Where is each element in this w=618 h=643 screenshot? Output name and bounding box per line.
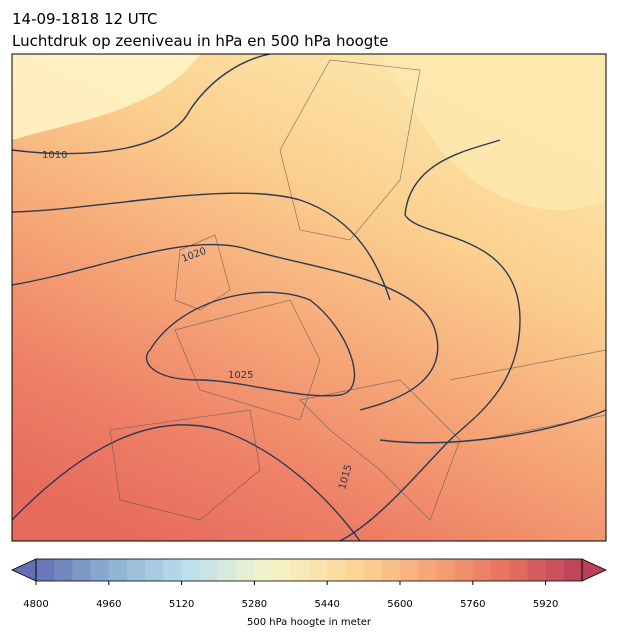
colorbar-band: [363, 559, 383, 581]
title: Luchtdruk op zeeniveau in hPa en 500 hPa…: [12, 32, 388, 50]
colorbar-label: 500 hPa hoogte in meter: [247, 617, 372, 628]
colorbar-band: [254, 559, 274, 581]
colorbar-band: [472, 559, 492, 581]
colorbar-band: [327, 559, 346, 581]
colorbar-band: [509, 559, 528, 581]
colorbar-band: [236, 559, 255, 581]
map: 1010 1020 1025 1015: [12, 54, 606, 541]
colorbar-band: [491, 559, 510, 581]
colorbar: 4800 4960 5120 5280 5440 5600 5760 5920: [11, 558, 607, 610]
colorbar-band: [400, 559, 419, 581]
colorbar-band: [454, 559, 474, 581]
colorbar-band: [381, 559, 401, 581]
colorbar-tick-label: 4960: [96, 599, 121, 610]
map-frame: [11, 53, 607, 542]
colorbar-band: [163, 559, 183, 581]
date: 14-09-1818 12 UTC: [12, 10, 158, 28]
colorbar-tick-label: 5920: [533, 599, 558, 610]
colorbar-band: [36, 559, 55, 581]
colorbar-band: [563, 559, 583, 581]
colorbar-extend-high: [581, 558, 607, 582]
colorbar-band: [181, 559, 201, 581]
colorbar-tick-label: 5760: [460, 599, 485, 610]
colorbar-band: [54, 559, 73, 581]
colorbar-band: [72, 559, 92, 581]
contour-label: 1010: [42, 150, 67, 161]
colorbar-frame: [35, 558, 583, 582]
colorbar-tick-label: 5600: [387, 599, 412, 610]
colorbar-band: [418, 559, 437, 581]
colorbar-band: [127, 559, 146, 581]
colorbar-band: [527, 559, 547, 581]
colorbar-tick-label: 4800: [23, 599, 48, 610]
colorbar-band: [199, 559, 219, 581]
colorbar-band: [272, 559, 292, 581]
colorbar-tick-label: 5280: [242, 599, 267, 610]
colorbar-band: [218, 559, 237, 581]
colorbar-band: [345, 559, 365, 581]
colorbar-band: [290, 559, 310, 581]
colorbar-tick-label: 5120: [169, 599, 194, 610]
colorbar-band: [309, 559, 328, 581]
contour-label: 1025: [228, 370, 253, 381]
colorbar-band: [145, 559, 164, 581]
colorbar-band: [436, 559, 456, 581]
colorbar-band: [108, 559, 128, 581]
colorbar-band: [545, 559, 565, 581]
colorbar-tick-label: 5440: [314, 599, 339, 610]
colorbar-band: [90, 559, 110, 581]
colorbar-extend-low: [11, 558, 37, 582]
